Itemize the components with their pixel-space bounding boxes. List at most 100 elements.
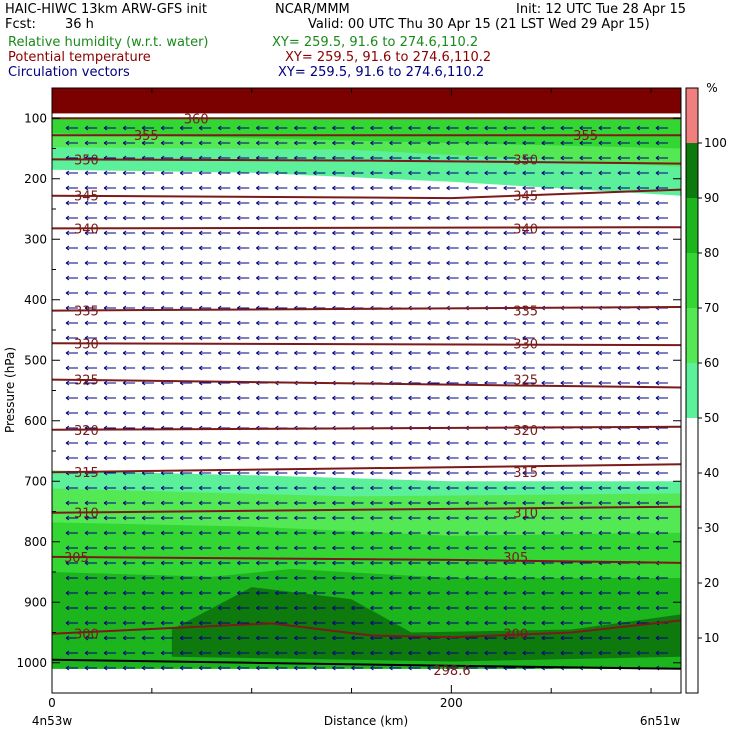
wind-vector <box>389 395 402 401</box>
wind-vector <box>141 575 155 581</box>
wind-vector <box>160 335 174 341</box>
wind-vector <box>503 395 516 401</box>
wind-vector <box>522 335 535 341</box>
wind-vector <box>237 455 250 461</box>
wind-vector <box>636 635 649 641</box>
contour-label: 340 <box>74 222 99 237</box>
wind-vector <box>141 140 155 146</box>
wind-vector <box>332 455 345 461</box>
wind-vector <box>655 125 668 131</box>
wind-vector <box>389 410 402 416</box>
wind-vector <box>198 290 212 296</box>
field-vec-name: Circulation vectors <box>8 65 130 80</box>
theta-contour-330 <box>52 342 681 347</box>
wind-vector <box>294 215 307 221</box>
wind-vector <box>465 545 478 551</box>
wind-vector <box>237 665 250 671</box>
wind-vector <box>179 455 193 461</box>
wind-vector <box>65 200 78 206</box>
wind-vector <box>217 335 231 341</box>
wind-vector <box>275 350 288 356</box>
wind-vector <box>332 170 345 176</box>
wind-vector <box>122 500 136 506</box>
wind-vector <box>446 410 459 416</box>
wind-vector <box>617 635 630 641</box>
wind-vector <box>503 485 516 491</box>
wind-vector <box>560 170 573 176</box>
wind-vector <box>122 245 136 251</box>
wind-vector <box>313 560 326 566</box>
wind-vector <box>446 230 459 236</box>
wind-vector <box>484 170 497 176</box>
wind-vector <box>294 395 307 401</box>
wind-vector <box>636 440 649 446</box>
wind-vector <box>179 650 193 656</box>
wind-vector <box>465 395 478 401</box>
wind-vector <box>122 545 136 551</box>
wind-vector <box>484 125 497 131</box>
wind-vector <box>351 485 364 491</box>
wind-vector <box>370 665 383 671</box>
wind-vector <box>560 125 573 131</box>
wind-vector <box>313 440 326 446</box>
wind-vector <box>370 365 383 371</box>
wind-vector <box>179 440 193 446</box>
wind-vector <box>256 215 269 221</box>
wind-vector <box>122 260 136 266</box>
wind-vector <box>294 440 307 446</box>
wind-vector <box>141 485 155 491</box>
wind-vector <box>465 530 478 536</box>
wind-vector <box>141 260 155 266</box>
contour-label: 355 <box>573 129 598 144</box>
wind-vector <box>141 665 155 671</box>
wind-vector <box>503 350 516 356</box>
wind-vector <box>160 590 174 596</box>
wind-vector <box>198 335 212 341</box>
wind-vector <box>237 470 250 476</box>
wind-vector <box>579 500 592 506</box>
x-tick-label: 200 <box>440 696 463 710</box>
wind-vector <box>370 530 383 536</box>
wind-vector <box>579 605 592 611</box>
wind-vector <box>598 335 611 341</box>
wind-vector <box>617 575 630 581</box>
wind-vector <box>198 275 212 281</box>
wind-vector <box>198 605 212 611</box>
wind-vector <box>351 365 364 371</box>
wind-vector <box>65 545 78 551</box>
wind-vector <box>579 200 592 206</box>
contour-label: 355 <box>134 129 159 144</box>
wind-vector <box>65 125 78 131</box>
wind-vector <box>103 260 117 266</box>
wind-vector <box>503 470 516 476</box>
wind-vector <box>617 395 630 401</box>
wind-vector <box>617 440 630 446</box>
wind-vector <box>465 440 478 446</box>
wind-vector <box>503 185 516 191</box>
field-rh-xy: XY= 259.5, 91.6 to 274.6,110.2 <box>272 35 479 50</box>
wind-vector <box>598 155 611 161</box>
wind-vector <box>198 665 212 671</box>
wind-vector <box>408 485 421 491</box>
wind-vector <box>560 440 573 446</box>
wind-vector <box>598 545 611 551</box>
wind-vector <box>541 380 554 386</box>
wind-vector <box>503 590 516 596</box>
wind-vector <box>275 605 288 611</box>
wind-vector <box>598 500 611 506</box>
y-tick-label: 600 <box>24 414 47 428</box>
wind-vector <box>198 365 212 371</box>
wind-vector <box>217 545 231 551</box>
wind-vector <box>65 350 78 356</box>
wind-vector <box>179 365 193 371</box>
wind-vector <box>541 245 554 251</box>
wind-vector <box>541 335 554 341</box>
wind-vector <box>617 230 630 236</box>
wind-vector <box>103 365 117 371</box>
wind-vector <box>446 155 459 161</box>
wind-vector <box>370 245 383 251</box>
wind-vector <box>294 530 307 536</box>
wind-vector <box>560 260 573 266</box>
theta-contour-305 <box>52 555 681 564</box>
wind-vector <box>370 500 383 506</box>
